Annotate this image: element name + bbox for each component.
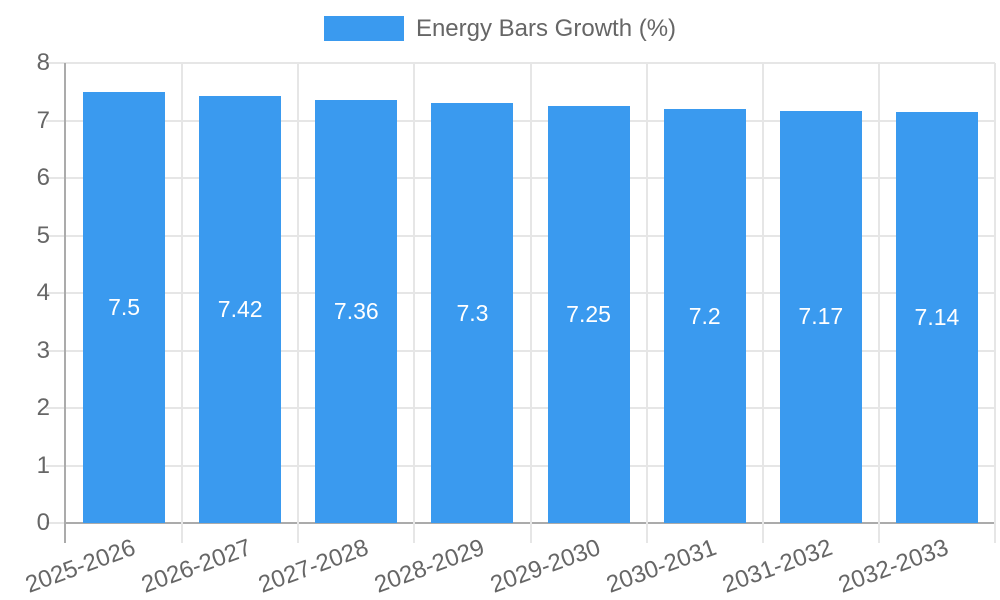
y-tick-label: 0 bbox=[36, 509, 50, 536]
y-tick-mark bbox=[46, 522, 66, 524]
x-gridline bbox=[761, 63, 764, 523]
x-tick-label: 2025-2026 bbox=[22, 534, 140, 599]
x-tick-label: 2029-2030 bbox=[486, 534, 604, 599]
x-tick-label: 2031-2032 bbox=[718, 534, 837, 599]
bar-value-label: 7.36 bbox=[333, 297, 379, 324]
bar[interactable]: 7.36 bbox=[315, 99, 398, 523]
x-tick-label: 2032-2033 bbox=[835, 534, 953, 599]
x-tick-mark bbox=[877, 523, 880, 543]
x-gridline bbox=[877, 63, 880, 523]
x-tick-mark bbox=[645, 523, 648, 543]
x-tick-label: 2026-2027 bbox=[138, 534, 256, 599]
x-gridline bbox=[645, 63, 648, 523]
y-tick-label: 1 bbox=[36, 451, 50, 479]
bar[interactable]: 7.2 bbox=[663, 109, 746, 523]
x-gridline bbox=[181, 63, 184, 523]
legend-label: Energy Bars Growth (%) bbox=[415, 15, 677, 42]
x-gridline bbox=[529, 63, 532, 523]
x-tick-mark bbox=[761, 523, 764, 543]
chart-legend: Energy Bars Growth (%) bbox=[0, 16, 1000, 41]
y-tick-label: 5 bbox=[36, 221, 50, 249]
y-tick-mark bbox=[46, 292, 66, 294]
bar-value-label: 7.14 bbox=[914, 304, 960, 331]
y-tick-label: 4 bbox=[36, 279, 50, 306]
y-tick-label: 3 bbox=[36, 336, 50, 364]
y-tick-label: 8 bbox=[36, 49, 50, 76]
x-gridline bbox=[994, 63, 996, 523]
x-tick-label: 2028-2029 bbox=[370, 534, 488, 599]
bar[interactable]: 7.42 bbox=[199, 96, 282, 523]
bar[interactable]: 7.17 bbox=[779, 110, 862, 523]
bar[interactable]: 7.5 bbox=[83, 91, 166, 523]
x-tick-label: 2030-2031 bbox=[602, 534, 720, 599]
bar-value-label: 7.42 bbox=[217, 296, 263, 323]
y-tick-mark bbox=[46, 407, 66, 409]
bar[interactable]: 7.14 bbox=[895, 112, 978, 523]
x-tick-label: 2027-2028 bbox=[254, 534, 372, 599]
bar-value-label: 7.17 bbox=[798, 303, 844, 330]
legend-item-energy-bars-growth[interactable]: Energy Bars Growth (%) bbox=[323, 15, 677, 42]
bar[interactable]: 7.25 bbox=[547, 106, 630, 523]
y-tick-label: 6 bbox=[36, 164, 50, 191]
x-gridline bbox=[297, 63, 300, 523]
x-tick-mark bbox=[297, 523, 300, 543]
y-tick-mark bbox=[46, 177, 66, 179]
bar-value-label: 7.3 bbox=[456, 299, 489, 326]
y-tick-mark bbox=[46, 234, 66, 237]
y-tick-mark bbox=[46, 119, 66, 122]
bar[interactable]: 7.3 bbox=[431, 103, 514, 523]
x-tick-mark bbox=[181, 523, 184, 543]
bar-value-label: 7.2 bbox=[688, 302, 721, 329]
y-axis-line bbox=[64, 63, 66, 543]
x-tick-mark bbox=[529, 523, 532, 543]
y-tick-mark bbox=[46, 349, 66, 352]
y-tick-label: 2 bbox=[36, 394, 50, 421]
x-gridline bbox=[413, 63, 416, 523]
bar-value-label: 7.25 bbox=[566, 301, 611, 328]
x-tick-mark bbox=[994, 523, 996, 543]
bar-value-label: 7.5 bbox=[108, 293, 141, 320]
y-tick-mark bbox=[46, 62, 66, 64]
legend-color-swatch bbox=[323, 16, 404, 41]
y-tick-mark bbox=[46, 464, 66, 467]
x-tick-mark bbox=[413, 523, 416, 543]
y-tick-label: 7 bbox=[36, 106, 50, 134]
